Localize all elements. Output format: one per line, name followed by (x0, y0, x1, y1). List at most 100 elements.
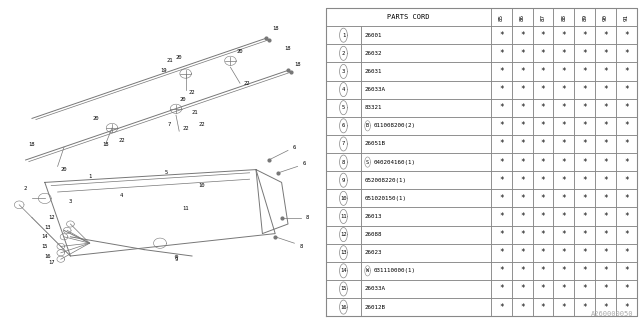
Text: *: * (541, 31, 545, 40)
Text: *: * (604, 194, 608, 203)
Text: *: * (561, 103, 566, 112)
Text: *: * (604, 31, 608, 40)
Text: *: * (520, 194, 525, 203)
Text: 20: 20 (61, 167, 67, 172)
Text: 18: 18 (102, 141, 109, 147)
Text: *: * (499, 266, 504, 275)
Text: 8: 8 (299, 244, 303, 249)
Text: PARTS CORD: PARTS CORD (387, 14, 430, 20)
Text: 6: 6 (292, 145, 296, 150)
Text: 18: 18 (29, 141, 35, 147)
Text: 85: 85 (499, 13, 504, 20)
Text: *: * (561, 194, 566, 203)
Text: B: B (366, 123, 369, 128)
Text: *: * (582, 121, 587, 130)
Text: *: * (561, 85, 566, 94)
Text: 26031: 26031 (364, 69, 382, 74)
Text: *: * (541, 85, 545, 94)
Text: *: * (582, 212, 587, 221)
Text: *: * (541, 49, 545, 58)
Text: 8: 8 (342, 160, 345, 164)
Text: *: * (541, 157, 545, 167)
Text: 051020150(1): 051020150(1) (364, 196, 406, 201)
Text: *: * (499, 230, 504, 239)
Text: *: * (624, 303, 628, 312)
Text: *: * (624, 85, 628, 94)
Text: 20: 20 (179, 97, 186, 102)
Text: *: * (541, 194, 545, 203)
Text: 031110000(1): 031110000(1) (374, 268, 416, 273)
Text: 18: 18 (272, 26, 278, 31)
Text: *: * (624, 140, 628, 148)
Text: 1: 1 (88, 173, 92, 179)
Text: *: * (624, 157, 628, 167)
Text: 1: 1 (342, 33, 345, 38)
Text: 13: 13 (340, 250, 347, 255)
Text: *: * (604, 176, 608, 185)
Text: *: * (499, 49, 504, 58)
Text: *: * (604, 67, 608, 76)
Text: *: * (582, 157, 587, 167)
Text: *: * (561, 266, 566, 275)
Text: *: * (499, 85, 504, 94)
Text: *: * (604, 303, 608, 312)
Text: *: * (499, 121, 504, 130)
Text: *: * (624, 31, 628, 40)
Text: *: * (582, 31, 587, 40)
Text: *: * (561, 230, 566, 239)
Text: *: * (541, 103, 545, 112)
Text: *: * (582, 248, 587, 257)
Text: *: * (624, 103, 628, 112)
Text: 19: 19 (160, 68, 166, 73)
Text: *: * (499, 303, 504, 312)
Text: 26088: 26088 (364, 232, 382, 237)
Text: *: * (624, 176, 628, 185)
Text: 040204160(1): 040204160(1) (374, 160, 416, 164)
Text: 12: 12 (340, 232, 347, 237)
Text: 20: 20 (237, 49, 243, 54)
Text: 5: 5 (342, 105, 345, 110)
Text: *: * (561, 157, 566, 167)
Text: *: * (520, 49, 525, 58)
Text: 14: 14 (42, 234, 48, 239)
Text: *: * (604, 230, 608, 239)
Text: *: * (624, 248, 628, 257)
Text: *: * (499, 212, 504, 221)
Text: *: * (561, 140, 566, 148)
Text: *: * (520, 31, 525, 40)
Text: 22: 22 (243, 81, 250, 86)
Text: *: * (582, 103, 587, 112)
Text: *: * (561, 303, 566, 312)
Text: *: * (520, 248, 525, 257)
Text: *: * (624, 67, 628, 76)
Text: 011008200(2): 011008200(2) (374, 123, 416, 128)
Text: *: * (582, 194, 587, 203)
Text: 26001: 26001 (364, 33, 382, 38)
Text: *: * (624, 194, 628, 203)
Text: *: * (499, 67, 504, 76)
Text: 16: 16 (340, 305, 347, 309)
Text: *: * (624, 284, 628, 293)
Text: *: * (541, 140, 545, 148)
Text: 9: 9 (342, 178, 345, 183)
Text: *: * (541, 266, 545, 275)
Text: 4: 4 (120, 193, 124, 198)
Text: 86: 86 (520, 13, 525, 20)
Text: *: * (582, 284, 587, 293)
Text: W: W (366, 268, 369, 273)
Text: 22: 22 (182, 125, 189, 131)
Text: 10: 10 (340, 196, 347, 201)
Text: *: * (561, 212, 566, 221)
Text: *: * (520, 121, 525, 130)
Text: 21: 21 (166, 58, 173, 63)
Text: 22: 22 (118, 138, 125, 143)
Text: 20: 20 (176, 55, 182, 60)
Text: *: * (541, 230, 545, 239)
Text: *: * (561, 121, 566, 130)
Text: 10: 10 (198, 183, 205, 188)
Text: 11: 11 (340, 214, 347, 219)
Text: 7: 7 (342, 141, 345, 147)
Text: 87: 87 (541, 13, 545, 20)
Text: *: * (582, 67, 587, 76)
Text: *: * (604, 140, 608, 148)
